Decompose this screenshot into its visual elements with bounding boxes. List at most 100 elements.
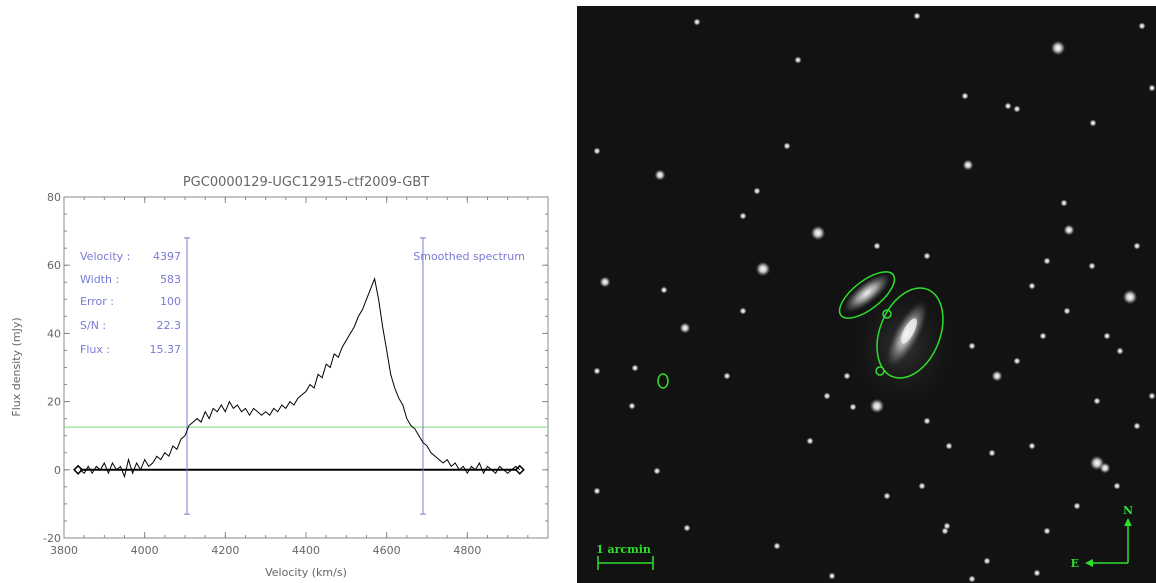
galaxy-pair (842, 272, 963, 416)
star (945, 442, 953, 450)
x-tick-label: 4600 (373, 544, 401, 557)
sky-image: 1 arcmin N E (593, 12, 1156, 583)
star (1103, 332, 1111, 340)
chart-marks (64, 237, 548, 515)
star (806, 437, 814, 445)
star (1133, 242, 1141, 250)
star (1088, 262, 1096, 270)
x-tick-label: 3800 (50, 544, 78, 557)
star (683, 524, 691, 532)
star (660, 286, 668, 294)
star (1063, 307, 1071, 315)
flux-value: 15.37 (150, 343, 182, 356)
star (923, 252, 931, 260)
star (599, 276, 611, 288)
x-tick-label: 4800 (453, 544, 481, 557)
star (755, 261, 771, 277)
legend-label: Smoothed spectrum (413, 250, 525, 263)
star (653, 467, 661, 475)
star (961, 92, 969, 100)
velocity-value: 4397 (153, 250, 181, 263)
star (628, 402, 636, 410)
star (1116, 347, 1124, 355)
star (1050, 40, 1066, 56)
plot-frame (63, 196, 549, 539)
compass-north-arrowhead (1124, 518, 1132, 526)
error-value: 100 (160, 295, 181, 308)
compass-east-arrowhead (1085, 559, 1093, 567)
star (988, 449, 996, 457)
compass-east-label: E (1071, 557, 1079, 570)
star (739, 212, 747, 220)
spectrum-chart: PGC0000129-UGC12915-ctf2009-GBT 3800 4000… (10, 175, 549, 579)
y-tick-label: 0 (54, 464, 61, 477)
aperture-ellipse-west (657, 373, 669, 389)
error-label: Error : (80, 295, 114, 308)
x-axis: 3800 4000 4200 4400 4600 4800 (50, 197, 549, 557)
star (593, 367, 601, 375)
star (794, 56, 802, 64)
star (962, 159, 974, 171)
velocity-label: Velocity : (80, 250, 130, 263)
star (823, 392, 831, 400)
star (941, 527, 949, 535)
star (1060, 199, 1068, 207)
width-label: Width : (80, 273, 119, 286)
star-field (593, 12, 1156, 583)
star (593, 147, 601, 155)
star (968, 575, 976, 583)
star (593, 487, 601, 495)
aperture-ellipse-south (876, 287, 944, 379)
scale-bar: 1 arcmin (596, 543, 654, 570)
x-axis-title: Velocity (km/s) (265, 566, 347, 579)
aperture-circle-small-2 (875, 366, 885, 376)
scale-bar-label: 1 arcmin (596, 543, 651, 556)
galaxy-south-core (901, 318, 917, 344)
galaxy-north (842, 272, 892, 314)
star (1028, 282, 1036, 290)
star (1113, 482, 1121, 490)
y-tick-label: 80 (47, 191, 61, 204)
aperture-overlays (657, 271, 944, 389)
y-tick-label: 60 (47, 259, 61, 272)
star (923, 417, 931, 425)
sn-label: S/N : (80, 319, 106, 332)
star (1039, 332, 1047, 340)
star (1013, 105, 1021, 113)
star (883, 492, 891, 500)
star (1138, 22, 1146, 30)
y-tick-label: -20 (43, 532, 61, 545)
sky-image-panel: 1 arcmin N E (577, 6, 1156, 583)
spectrum-panel: PGC0000129-UGC12915-ctf2009-GBT 3800 4000… (0, 0, 576, 583)
star (991, 370, 1003, 382)
star (1148, 84, 1156, 92)
spectrum-line (79, 277, 521, 479)
chart-title: PGC0000129-UGC12915-ctf2009-GBT (183, 175, 429, 190)
star (810, 225, 826, 241)
star (968, 342, 976, 350)
star (828, 572, 836, 580)
star (631, 364, 639, 372)
y-tick-label: 40 (47, 327, 61, 340)
star (1073, 502, 1081, 510)
star (913, 12, 921, 20)
star (783, 142, 791, 150)
star (1148, 392, 1156, 400)
compass-north-label: N (1123, 504, 1133, 517)
star (918, 482, 926, 490)
star (773, 542, 781, 550)
x-tick-label: 4200 (211, 544, 239, 557)
star (1099, 462, 1111, 474)
star (1043, 527, 1051, 535)
star (1043, 257, 1051, 265)
star (1093, 397, 1101, 405)
star (753, 187, 761, 195)
star (1033, 569, 1041, 577)
star (1013, 357, 1021, 365)
baseline-endpoint-marker (73, 464, 84, 475)
star (654, 169, 666, 181)
x-tick-label: 4400 (292, 544, 320, 557)
sn-value: 22.3 (157, 319, 182, 332)
compass: N E (1071, 504, 1133, 570)
flux-label: Flux : (80, 343, 110, 356)
